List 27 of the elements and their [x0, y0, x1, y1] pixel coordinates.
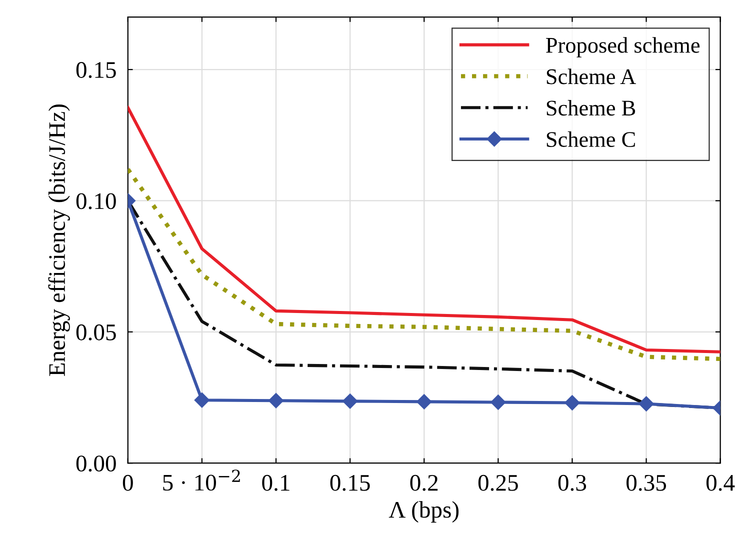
point [638, 396, 654, 412]
x-tick-label: 0.4 [706, 474, 735, 491]
x-tick-label: 0.15 [330, 474, 370, 491]
point [416, 394, 432, 410]
x-axis-title: Λ (bps) [388, 501, 459, 523]
point [342, 394, 358, 409]
x-tick-label: 0.35 [626, 474, 666, 491]
x-tick-label: 0.25 [478, 474, 518, 491]
y-tick-label: 0.00 [76, 456, 116, 472]
x-tick-label: 0.1 [262, 474, 290, 491]
legend-label: Scheme C [546, 131, 635, 148]
point [564, 395, 580, 410]
y-axis-title: Energy efficiency (bits/J/Hz) [48, 104, 70, 376]
x-tick-label: 0.2 [410, 474, 438, 491]
point [268, 393, 284, 408]
x-tick-label: 0.3 [558, 474, 586, 491]
legend-label: Scheme B [546, 100, 636, 116]
y-tick-label: 0.10 [76, 193, 116, 210]
y-tick-label: 0.15 [76, 62, 116, 78]
x-tick-label: 0 [122, 474, 133, 491]
legend-label: Scheme A [546, 68, 636, 84]
y-tick-label: 0.05 [76, 324, 116, 340]
point [490, 394, 506, 410]
line-series [128, 167, 720, 362]
legend-label: Proposed scheme [546, 37, 700, 58]
x-tick-label: 5 · 10$^{−2}$ [163, 470, 240, 491]
point [194, 392, 210, 408]
